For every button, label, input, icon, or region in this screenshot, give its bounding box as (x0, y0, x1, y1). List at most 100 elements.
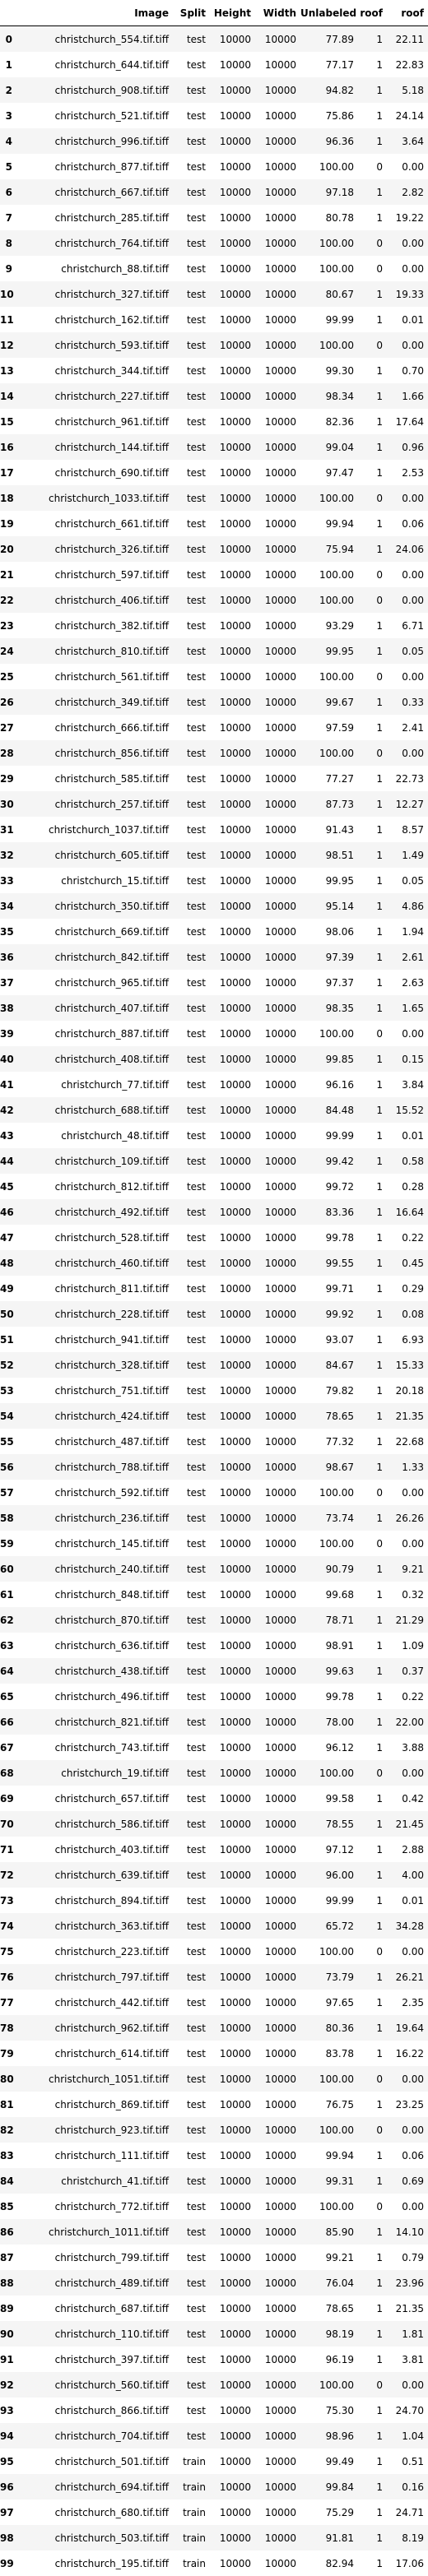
height-cell: 10000 (210, 2474, 255, 2500)
split-cell: test (173, 2143, 210, 2168)
split-cell: test (173, 1480, 210, 1505)
split-cell: test (173, 1148, 210, 1174)
roof-count-cell: 1 (358, 766, 387, 791)
roof-count-cell: 1 (358, 2041, 387, 2066)
roof-count-cell: 1 (358, 791, 387, 817)
roof-percent-cell: 23.25 (387, 2092, 428, 2117)
roof-percent-cell: 0.42 (387, 1786, 428, 1811)
roof-percent-cell: 0.00 (387, 2117, 428, 2143)
unlabeled-cell: 97.59 (300, 715, 358, 740)
image-cell: christchurch_688.tif.tiff (16, 1097, 173, 1123)
unlabeled-cell: 100.00 (300, 1939, 358, 1964)
width-cell: 10000 (255, 1097, 300, 1123)
roof-count-cell: 1 (358, 893, 387, 919)
roof-count-cell: 1 (358, 2474, 387, 2500)
height-cell: 10000 (210, 1582, 255, 1607)
split-cell: test (173, 460, 210, 485)
split-cell: test (173, 2219, 210, 2245)
row-index: 85 (0, 2194, 16, 2219)
split-cell: test (173, 256, 210, 281)
image-cell: christchurch_866.tif.tiff (16, 2398, 173, 2423)
row-index: 59 (0, 1531, 16, 1556)
roof-count-cell: 1 (358, 1072, 387, 1097)
roof-count-cell: 1 (358, 1123, 387, 1148)
width-cell: 10000 (255, 26, 300, 53)
image-cell: christchurch_438.tif.tiff (16, 1658, 173, 1684)
row-index: 45 (0, 1174, 16, 1199)
roof-percent-cell: 19.64 (387, 2015, 428, 2041)
image-cell: christchurch_424.tif.tiff (16, 1403, 173, 1429)
roof-percent-cell: 0.96 (387, 434, 428, 460)
split-cell: test (173, 1250, 210, 1276)
height-cell: 10000 (210, 1199, 255, 1225)
image-cell: christchurch_240.tif.tiff (16, 1556, 173, 1582)
roof-percent-cell: 26.21 (387, 1964, 428, 1990)
height-cell: 10000 (210, 2321, 255, 2347)
roof-count-cell: 1 (358, 842, 387, 868)
unlabeled-cell: 98.96 (300, 2423, 358, 2449)
width-cell: 10000 (255, 1021, 300, 1046)
unlabeled-cell: 99.78 (300, 1225, 358, 1250)
roof-count-cell: 1 (358, 1352, 387, 1378)
row-index: 1 (0, 52, 16, 77)
roof-percent-cell: 0.00 (387, 587, 428, 613)
height-cell: 10000 (210, 2066, 255, 2092)
roof-count-cell: 1 (358, 1658, 387, 1684)
width-cell: 10000 (255, 1225, 300, 1250)
width-cell: 10000 (255, 2500, 300, 2525)
row-index: 65 (0, 1684, 16, 1709)
roof-percent-cell: 0.69 (387, 2168, 428, 2194)
index-header (0, 0, 16, 26)
unlabeled-cell: 77.17 (300, 52, 358, 77)
width-cell: 10000 (255, 1786, 300, 1811)
roof-percent-cell: 0.00 (387, 256, 428, 281)
row-index: 78 (0, 2015, 16, 2041)
roof-count-cell: 1 (358, 2168, 387, 2194)
width-cell: 10000 (255, 1352, 300, 1378)
split-cell: train (173, 2525, 210, 2551)
unlabeled-cell: 97.18 (300, 179, 358, 205)
height-cell: 10000 (210, 1888, 255, 1913)
width-cell: 10000 (255, 485, 300, 511)
height-cell: 10000 (210, 689, 255, 715)
roof-count-cell: 1 (358, 1327, 387, 1352)
width-cell: 10000 (255, 995, 300, 1021)
height-cell: 10000 (210, 613, 255, 638)
image-cell: christchurch_597.tif.tiff (16, 562, 173, 587)
height-cell: 10000 (210, 536, 255, 562)
row-index: 37 (0, 970, 16, 995)
row-index: 61 (0, 1582, 16, 1607)
roof-count-cell: 1 (358, 1964, 387, 1990)
unlabeled-cell: 75.29 (300, 2500, 358, 2525)
image-cell: christchurch_704.tif.tiff (16, 2423, 173, 2449)
unlabeled-cell: 97.12 (300, 1837, 358, 1862)
height-cell: 10000 (210, 766, 255, 791)
image-cell: christchurch_144.tif.tiff (16, 434, 173, 460)
split-cell: test (173, 2296, 210, 2321)
unlabeled-cell: 99.72 (300, 1174, 358, 1199)
roof-count-cell: 1 (358, 511, 387, 536)
row-index: 79 (0, 2041, 16, 2066)
split-cell: test (173, 1990, 210, 2015)
row-index: 56 (0, 1454, 16, 1480)
split-cell: test (173, 1454, 210, 1480)
split-cell: test (173, 842, 210, 868)
roof-percent-cell: 14.10 (387, 2219, 428, 2245)
split-cell: test (173, 1072, 210, 1097)
row-index: 23 (0, 613, 16, 638)
row-index: 90 (0, 2321, 16, 2347)
height-cell: 10000 (210, 485, 255, 511)
image-cell: christchurch_690.tif.tiff (16, 460, 173, 485)
width-cell: 10000 (255, 1582, 300, 1607)
split-cell: test (173, 1327, 210, 1352)
